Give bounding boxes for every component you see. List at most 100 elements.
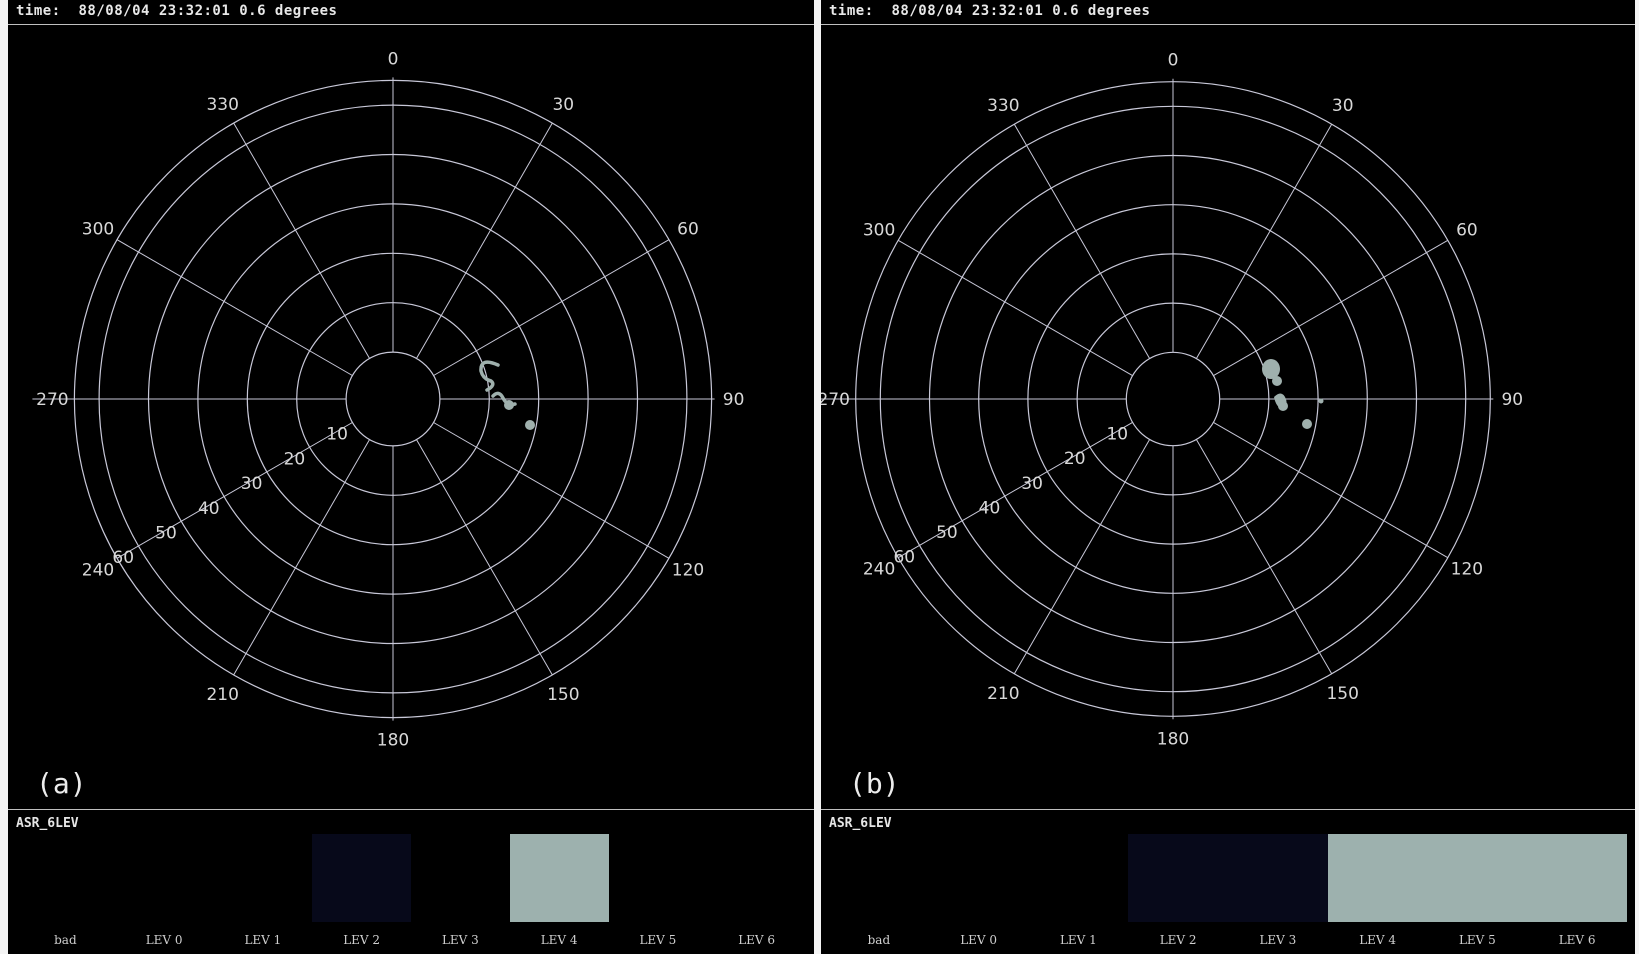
legend-labels: bad LEV 0 LEV 1 LEV 2 LEV 3 LEV 4 LEV 5 LEV 6 (829, 933, 1627, 951)
radar-panel-b: time: 88/08/04 23:32:01 0.6 degrees 0 30 6… (821, 0, 1635, 954)
legend-level-label: LEV 6 (738, 933, 776, 947)
legend-swatch (929, 834, 1029, 922)
azimuth-spoke (233, 439, 370, 676)
azimuth-label: 90 (723, 390, 745, 410)
echo-cells (479, 360, 535, 430)
azimuth-label: 150 (1326, 684, 1358, 704)
range-label: 40 (979, 498, 1001, 518)
time-readout: time: 88/08/04 23:32:01 0.6 degrees (829, 3, 1151, 19)
range-label: 50 (936, 523, 958, 543)
legend-swatch (707, 834, 806, 922)
range-label: 30 (241, 474, 263, 494)
echo-cell (1272, 376, 1282, 386)
legend-swatch (1427, 834, 1528, 922)
azimuth-spoke (897, 239, 1133, 377)
echo-cell (1318, 398, 1324, 404)
azimuth-label: 180 (377, 731, 409, 751)
azimuth-spoke (233, 122, 370, 359)
legend-swatch (16, 834, 115, 922)
legend-swatch (312, 834, 411, 922)
time-readout: time: 88/08/04 23:32:01 0.6 degrees (16, 3, 338, 19)
legend-level-label: LEV 5 (639, 933, 677, 947)
legend-swatch (829, 834, 929, 922)
legend-swatches (16, 834, 806, 922)
range-label: 20 (284, 449, 306, 469)
range-ring (1125, 351, 1221, 447)
azimuth-spoke (1195, 439, 1333, 675)
azimuth-label: 120 (672, 560, 704, 580)
legend-swatch (509, 834, 609, 922)
range-label: 60 (893, 548, 915, 568)
range-label: 10 (326, 425, 348, 445)
azimuth-label: 150 (547, 685, 579, 705)
legend-level-label: LEV 3 (1259, 933, 1297, 947)
legend-swatches (829, 834, 1627, 922)
echo-cell (479, 360, 500, 392)
polar-ppi-plot: 0 30 60 90 120 150 180 210 240 270 300 330 10 20 30 40 5… (32, 49, 745, 751)
azimuth-spoke (116, 239, 353, 376)
azimuth-label: 30 (552, 95, 574, 115)
azimuth-label: 300 (82, 220, 114, 240)
legend-level-label: bad (867, 933, 891, 947)
legend-level-label: bad (54, 933, 77, 947)
azimuth-label: 240 (82, 560, 114, 580)
azimuth-label: 210 (987, 684, 1019, 704)
legend-level-label: LEV 0 (960, 933, 998, 947)
legend-level-label: LEV 1 (244, 933, 282, 947)
legend-level-label: LEV 4 (1359, 933, 1397, 947)
azimuth-spoke (416, 439, 553, 676)
legend-swatch (214, 834, 313, 922)
legend-level-label: LEV 4 (540, 933, 578, 947)
ppi-plot-area: 0 30 60 90 120 150 180 210 240 270 300 330 10 20 30 40 5… (8, 24, 814, 810)
color-legend: ASR_6LEV bad LEV 0 LEV 1 LEV 2 LEV 3 LEV 4 LEV… (821, 812, 1635, 954)
azimuth-label: 180 (1157, 729, 1189, 749)
azimuth-label: 90 (1501, 390, 1523, 410)
legend-level-label: LEV 2 (1159, 933, 1197, 947)
range-label: 20 (1064, 449, 1086, 469)
radar-panel-a: time: 88/08/04 23:32:01 0.6 degrees 0 30 6… (8, 0, 814, 954)
legend-level-label: LEV 1 (1059, 933, 1097, 947)
azimuth-spoke (1195, 123, 1333, 359)
legend-level-label: LEV 5 (1458, 933, 1496, 947)
azimuth-label: 60 (1456, 220, 1478, 240)
ppi-plot-area: 0 30 60 90 120 150 180 210 240 270 300 330 10 20 30 40 5… (821, 24, 1635, 810)
range-label: 30 (1021, 474, 1043, 494)
azimuth-label: 270 (36, 390, 68, 410)
legend-swatch (1128, 834, 1228, 922)
range-label: 60 (112, 548, 134, 568)
legend-swatch (1527, 834, 1627, 922)
panel-divider (814, 0, 821, 954)
azimuth-label: 210 (206, 685, 238, 705)
legend-swatch (1029, 834, 1129, 922)
azimuth-spoke (433, 239, 670, 376)
azimuth-label: 0 (1168, 51, 1179, 71)
range-label: 40 (198, 499, 220, 519)
azimuth-spoke (1013, 123, 1151, 359)
echo-cell (1278, 401, 1288, 411)
azimuth-label: 330 (987, 96, 1019, 116)
legend-title: ASR_6LEV (829, 816, 892, 831)
legend-swatch (1228, 834, 1328, 922)
azimuth-label: 60 (677, 220, 699, 240)
legend-title: ASR_6LEV (16, 816, 79, 831)
panel-label: (a) (36, 767, 87, 800)
azimuth-spoke (433, 422, 670, 559)
azimuth-label: 330 (206, 95, 238, 115)
range-label: 10 (1106, 425, 1128, 445)
legend-swatch (115, 834, 214, 922)
legend-labels: bad LEV 0 LEV 1 LEV 2 LEV 3 LEV 4 LEV 5 LEV 6 (16, 933, 806, 951)
legend-swatch (1327, 834, 1428, 922)
azimuth-spoke (1013, 439, 1151, 675)
echo-cell (504, 400, 514, 410)
azimuth-label: 0 (388, 49, 399, 69)
azimuth-spoke (1213, 421, 1449, 559)
echo-cell (525, 420, 535, 430)
azimuth-label: 300 (863, 220, 895, 240)
legend-level-label: LEV 6 (1558, 933, 1596, 947)
legend-level-label: LEV 3 (441, 933, 479, 947)
azimuth-spoke (1213, 239, 1449, 377)
echo-cell (1262, 359, 1280, 379)
legend-swatch (411, 834, 510, 922)
range-ring (345, 351, 441, 447)
